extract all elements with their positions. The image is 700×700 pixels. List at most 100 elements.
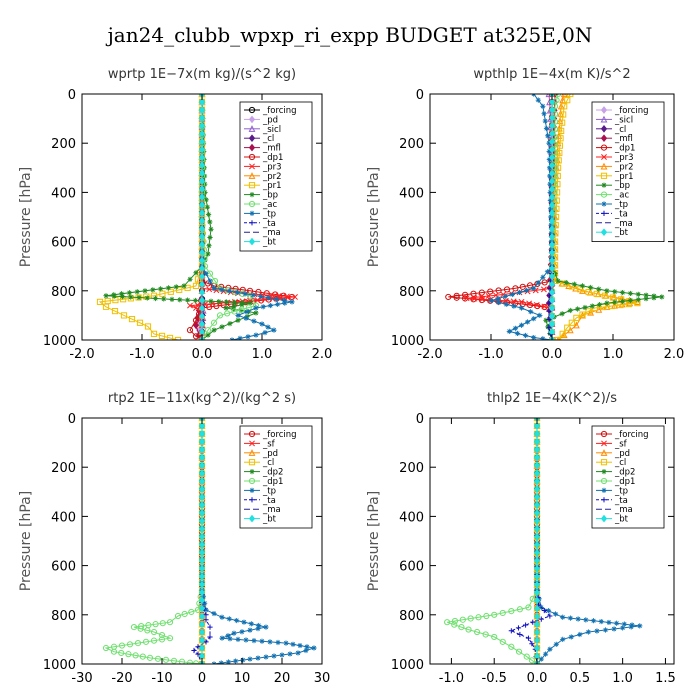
legend-marker [601, 210, 607, 216]
data-point [589, 303, 595, 309]
data-point [216, 312, 224, 319]
data-point [526, 282, 534, 289]
data-point [201, 157, 207, 163]
data-point [203, 197, 209, 203]
data-point [546, 325, 552, 331]
data-point [533, 549, 541, 557]
data-point [195, 651, 201, 657]
data-point [533, 557, 541, 565]
data-point [198, 288, 206, 297]
data-point [241, 619, 247, 625]
y-tick-label: 600 [51, 236, 76, 251]
data-point [491, 611, 498, 618]
data-point [612, 289, 618, 295]
data-point [548, 256, 556, 265]
data-point [227, 288, 233, 294]
data-point [208, 226, 214, 232]
data-point [202, 600, 208, 606]
data-point [533, 461, 541, 470]
data-point [546, 148, 552, 154]
legend-marker [601, 154, 607, 160]
data-point [533, 422, 541, 430]
legend-label: _sf [614, 439, 628, 449]
legend-label: _forcing [614, 106, 649, 116]
data-point [537, 312, 543, 318]
data-point [583, 617, 589, 623]
data-point [198, 612, 206, 621]
panel-title: thlp2 1E−4x(K^2)/s [487, 391, 617, 406]
data-point [473, 628, 481, 636]
panel-3: rtp2 1E−11x(kg^2)/(kg^2 s) Pressure [hPa]… [18, 391, 330, 686]
data-point [198, 541, 206, 549]
legend-label: _forcing [614, 430, 649, 440]
data-point [567, 307, 573, 314]
y-tick-label: 0 [416, 412, 424, 427]
data-point [198, 169, 206, 178]
series-group [96, 94, 298, 340]
x-tick-label: 1.5 [655, 671, 676, 686]
data-point [604, 288, 610, 294]
data-point [546, 308, 552, 314]
data-point [531, 285, 537, 291]
data-point [185, 297, 191, 303]
data-point [516, 289, 523, 296]
data-point [237, 335, 243, 340]
data-point [575, 616, 581, 622]
data-point [444, 619, 451, 626]
data-point [207, 234, 213, 241]
y-tick-label: 1000 [391, 334, 424, 349]
data-point [558, 127, 565, 135]
data-point [247, 300, 253, 306]
x-tick-label: 2.0 [664, 347, 685, 362]
data-point [552, 611, 559, 617]
data-point [475, 614, 482, 621]
x-tick-label: -2.0 [69, 347, 94, 362]
data-point [198, 225, 206, 233]
x-tick-label: 1.0 [252, 347, 273, 362]
data-point [275, 639, 281, 646]
data-point [279, 652, 285, 658]
legend-marker [248, 143, 256, 152]
data-point [523, 653, 530, 660]
data-point [287, 651, 293, 657]
data-point [139, 653, 146, 660]
data-point [470, 294, 477, 301]
data-point [499, 609, 506, 617]
data-point [546, 316, 552, 323]
legend-label: _dp2 [262, 468, 283, 478]
data-point [192, 297, 198, 304]
legend-marker [600, 514, 608, 523]
data-point [150, 637, 158, 644]
y-tick-label: 1000 [391, 658, 424, 673]
legend-marker [248, 237, 256, 246]
data-point [575, 306, 581, 312]
data-point [188, 608, 195, 616]
data-point [548, 222, 554, 228]
data-point [525, 319, 531, 325]
data-point [540, 336, 546, 340]
y-axis-label: Pressure [hPa] [366, 491, 382, 591]
data-point [198, 272, 206, 281]
data-point [204, 327, 212, 334]
legend-marker [601, 497, 607, 503]
legend-label: _forcing [262, 430, 297, 440]
data-point [579, 283, 586, 289]
data-point [198, 129, 206, 138]
data-point [216, 299, 222, 305]
data-point [242, 291, 248, 297]
data-point [459, 616, 466, 623]
y-tick-label: 400 [51, 186, 76, 201]
data-point [523, 287, 530, 293]
data-point [198, 517, 206, 525]
data-point [547, 646, 553, 652]
data-point [198, 485, 206, 494]
data-point [244, 314, 250, 320]
data-point [535, 280, 541, 286]
data-point [496, 299, 502, 306]
data-point [128, 315, 136, 323]
legend-marker [600, 449, 608, 456]
data-point [198, 501, 206, 510]
data-point [627, 290, 634, 297]
legend-label: _pr3 [614, 153, 634, 163]
